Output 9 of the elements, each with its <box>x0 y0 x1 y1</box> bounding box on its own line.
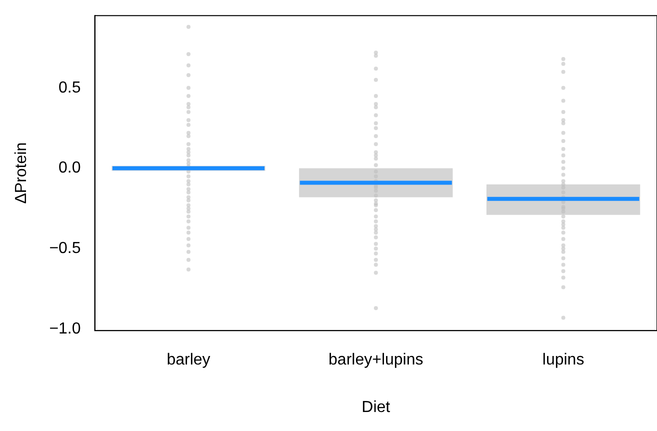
y-axis-title: ΔProtein <box>13 142 30 204</box>
y-tick-label: 0.0 <box>58 160 81 177</box>
y-tick-label: −1.0 <box>49 320 81 338</box>
y-tick-label: −0.5 <box>49 240 81 258</box>
x-tick-label: barley+lupins <box>328 352 424 369</box>
x-tick-label: barley <box>166 352 210 369</box>
x-tick-label: lupins <box>542 352 584 369</box>
y-tick-label: 0.5 <box>58 79 81 96</box>
x-axis-title: Diet <box>362 398 391 416</box>
